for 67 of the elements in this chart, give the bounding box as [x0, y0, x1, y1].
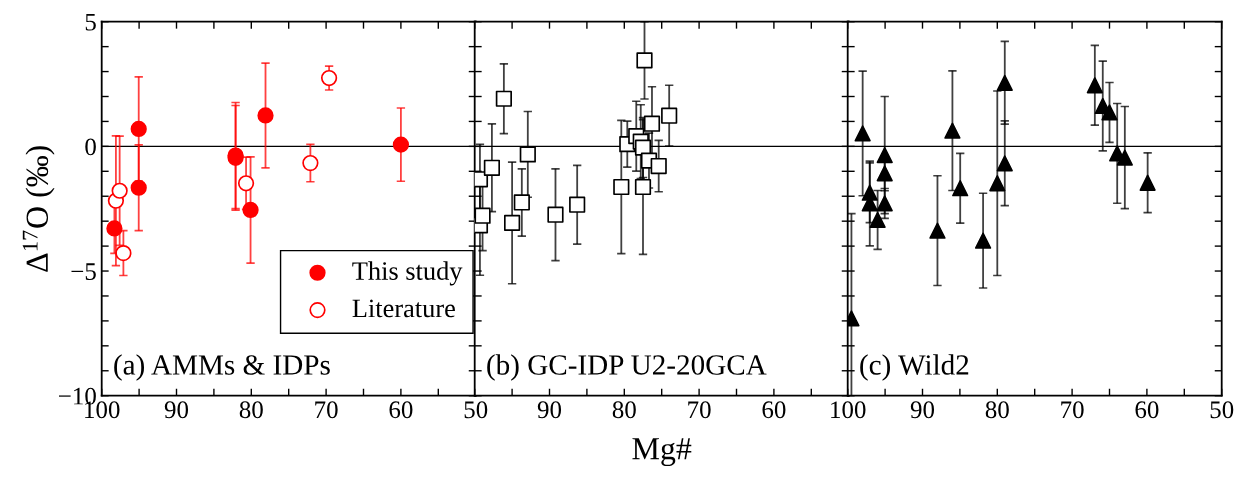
point — [474, 207, 491, 224]
x-tick-label: 90 — [537, 401, 562, 419]
point — [483, 159, 501, 176]
point — [111, 182, 128, 199]
x-tick-label: 70 — [688, 401, 711, 419]
point — [613, 178, 630, 196]
x-tick-label: 70 — [315, 401, 338, 419]
point — [876, 165, 893, 182]
point — [650, 157, 667, 175]
point — [392, 136, 410, 153]
legend-label: This study — [352, 261, 463, 286]
y-axis-title: Δ$^{17}$O (‰) — [22, 146, 55, 272]
point — [869, 211, 886, 229]
point — [1139, 174, 1156, 191]
x-tick-label: 80 — [612, 401, 636, 419]
point — [1086, 77, 1103, 94]
point — [876, 195, 893, 212]
x-tick-label: 80 — [985, 401, 1009, 419]
point — [130, 179, 147, 196]
point — [643, 115, 661, 132]
y-tick-label: 5 — [85, 14, 96, 31]
legend-label: Literature — [352, 299, 455, 318]
point — [115, 244, 132, 262]
x-tick-label: 100 — [831, 401, 866, 419]
x-tick-label: 60 — [389, 401, 413, 419]
x-tick-label: 60 — [1135, 401, 1159, 419]
annotation: (b) GC-IDP U2-20GCA — [487, 354, 767, 381]
point — [876, 146, 893, 164]
y-tick-label: 0 — [85, 138, 96, 156]
point — [513, 194, 530, 211]
point — [636, 52, 653, 69]
point — [257, 107, 274, 124]
x-tick-label: 90 — [910, 401, 935, 419]
annotation: (c) Wild2 — [860, 354, 969, 381]
point — [242, 201, 259, 219]
point — [106, 220, 123, 237]
point — [474, 171, 489, 188]
point — [952, 180, 969, 197]
x-tick-label: 60 — [762, 401, 786, 419]
point — [320, 69, 338, 87]
point — [547, 206, 564, 223]
point — [974, 232, 992, 249]
x-tick-label: 50 — [464, 401, 488, 419]
point — [929, 222, 946, 239]
x-axis-title: Mg# — [632, 438, 692, 467]
point — [634, 178, 652, 196]
point — [302, 154, 319, 172]
x-tick-label: 90 — [164, 401, 189, 419]
point — [661, 107, 678, 124]
point — [944, 122, 961, 139]
point — [503, 214, 521, 232]
x-tick-label: 70 — [1061, 401, 1084, 419]
point — [495, 90, 512, 107]
x-tick-label: 80 — [239, 401, 263, 419]
point — [996, 155, 1013, 172]
point — [237, 175, 255, 192]
point — [569, 196, 586, 213]
y-tick-label: −5 — [71, 263, 96, 280]
point — [519, 146, 536, 163]
point — [854, 125, 871, 142]
annotation: (a) AMMs & IDPs — [114, 354, 330, 381]
point — [996, 74, 1013, 91]
point — [1116, 149, 1133, 166]
point — [130, 120, 147, 138]
point — [1101, 104, 1118, 121]
point — [989, 175, 1006, 192]
x-tick-label: 50 — [1210, 401, 1234, 419]
